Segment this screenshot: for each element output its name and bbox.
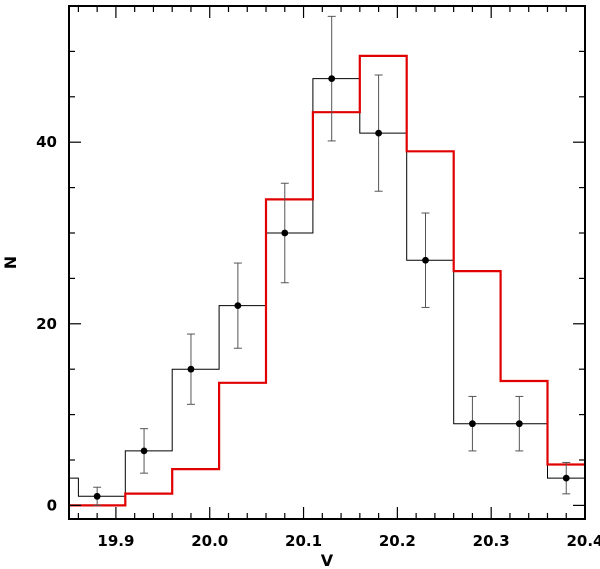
red-histogram-line [69, 54, 585, 507]
y-tick-label: 0 [47, 496, 57, 514]
y-axis-label: N [1, 256, 20, 269]
data-point [328, 75, 336, 83]
data-point [469, 420, 476, 428]
data-point [93, 492, 101, 500]
plot-area [69, 15, 585, 507]
x-tick-label: 20.1 [285, 532, 322, 550]
x-axis-label: V [321, 551, 334, 569]
x-tick-label: 19.9 [97, 532, 134, 550]
axis-ticks [69, 5, 586, 519]
black-histogram-line [69, 78, 585, 497]
y-tick-label: 20 [36, 315, 57, 333]
data-point [562, 474, 570, 482]
data-point [187, 365, 195, 373]
data-point [422, 256, 429, 264]
tick-labels: 19.9 20.0 20.1 20.2 20.3 20.4 0 20 40 [36, 133, 600, 550]
data-point [234, 302, 242, 310]
x-tick-label: 20.4 [566, 532, 600, 550]
data-point [375, 129, 382, 137]
data-point [281, 229, 289, 237]
data-point [140, 447, 148, 455]
x-tick-label: 20.0 [191, 532, 228, 550]
data-point [515, 420, 523, 428]
x-tick-label: 20.3 [473, 532, 510, 550]
x-tick-label: 20.2 [379, 532, 416, 550]
y-tick-label: 40 [36, 133, 57, 151]
plot-frame [68, 5, 586, 520]
